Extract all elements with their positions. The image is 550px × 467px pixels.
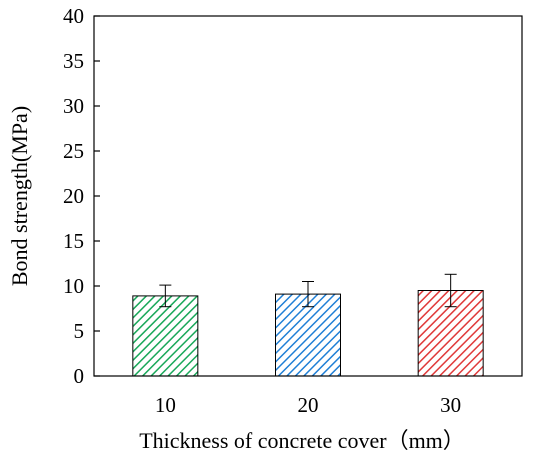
bar-20	[275, 293, 341, 377]
x-axis-title: Thickness of concrete cover（mm）	[139, 428, 465, 453]
y-tick-label: 0	[74, 364, 85, 388]
y-tick-label: 5	[74, 319, 85, 343]
error-bars-layer	[159, 273, 457, 308]
y-tick-label: 10	[63, 274, 84, 298]
x-tick-label: 20	[298, 393, 319, 417]
y-tick-label: 35	[63, 49, 84, 73]
y-axis-title: Bond strength(MPa)	[7, 106, 32, 286]
y-tick-label: 30	[63, 94, 84, 118]
x-tick-label: 30	[440, 393, 461, 417]
x-tick-label: 10	[155, 393, 176, 417]
bar-10	[132, 295, 199, 377]
y-axis: 0 5 10 15 20 25 30 35 40	[63, 4, 100, 388]
y-tick-label: 15	[63, 229, 84, 253]
y-tick-label: 40	[63, 4, 84, 28]
y-tick-label: 20	[63, 184, 84, 208]
x-axis: 10 20 30	[155, 393, 461, 417]
y-tick-label: 25	[63, 139, 84, 163]
